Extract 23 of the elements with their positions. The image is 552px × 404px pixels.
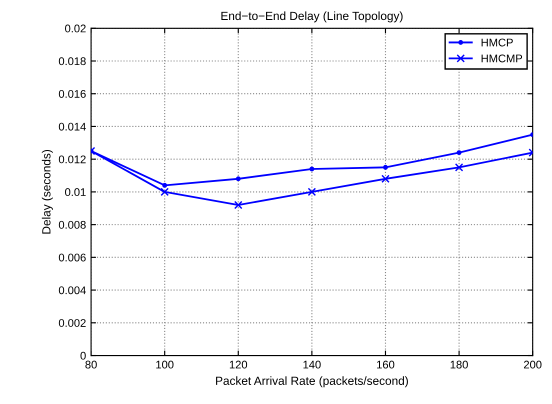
x-tick-label: 160 xyxy=(377,360,394,369)
x-tick-label: 80 xyxy=(85,360,97,369)
chart-title: End−to−End Delay (Line Topology) xyxy=(221,11,403,22)
legend-label: HMCMP xyxy=(482,54,522,62)
x-axis-title: Packet Arrival Rate (packets/second) xyxy=(216,376,408,388)
y-tick-label: 0.002 xyxy=(58,319,86,327)
y-tick-label: 0.006 xyxy=(58,254,86,262)
x-tick-label: 180 xyxy=(450,360,468,369)
y-tick-label: 0.004 xyxy=(58,286,86,294)
y-tick-label: 0 xyxy=(80,352,86,360)
y-tick-label: 0.008 xyxy=(58,220,86,229)
y-tick-label: 0.012 xyxy=(58,155,86,164)
y-tick-label: 0.018 xyxy=(58,57,86,66)
y-tick-label: 0.02 xyxy=(65,24,86,32)
legend-label: HMCP xyxy=(482,38,513,46)
y-tick-label: 0.01 xyxy=(65,188,86,196)
x-tick-label: 120 xyxy=(230,360,248,369)
y-tick-label: 0.016 xyxy=(58,90,86,98)
y-tick-label: 0.014 xyxy=(58,122,86,131)
y-axis-title: Delay (seconds) xyxy=(42,150,53,234)
x-tick-label: 200 xyxy=(524,360,542,369)
x-tick-label: 140 xyxy=(303,360,321,369)
x-tick-label: 100 xyxy=(156,360,174,369)
